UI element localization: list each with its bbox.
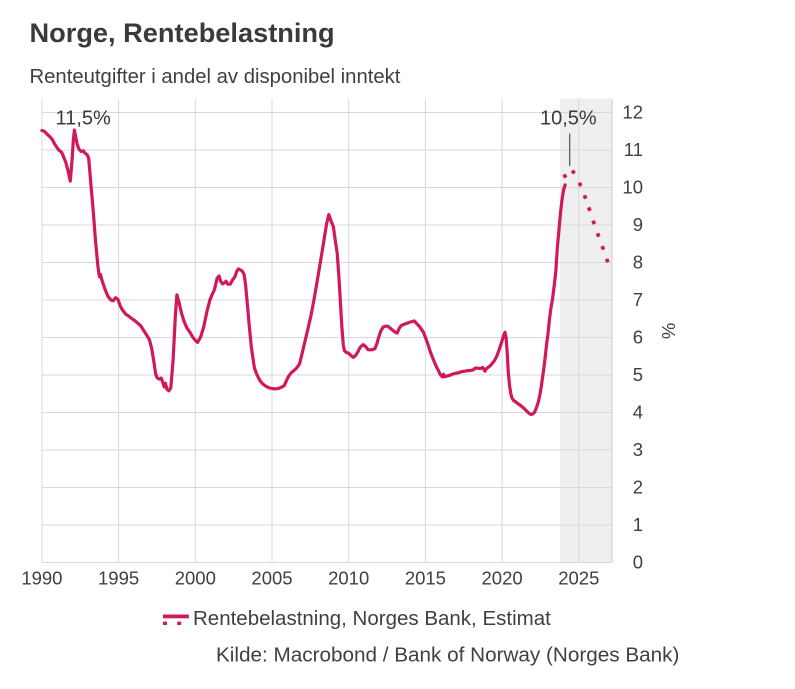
svg-text:5: 5 (633, 364, 643, 385)
svg-text:11: 11 (624, 139, 643, 160)
svg-text:10: 10 (622, 177, 643, 198)
svg-text:12: 12 (622, 102, 643, 123)
svg-text:2005: 2005 (251, 568, 292, 589)
svg-text:Norge, Rentebelastning: Norge, Rentebelastning (30, 17, 335, 48)
svg-text:2025: 2025 (558, 568, 599, 589)
svg-text:0: 0 (633, 552, 643, 573)
svg-text:11,5%: 11,5% (56, 108, 111, 130)
svg-text:9: 9 (633, 214, 643, 235)
svg-text:1: 1 (633, 514, 643, 535)
svg-text:6: 6 (633, 327, 643, 348)
svg-text:10,5%: 10,5% (540, 108, 597, 130)
svg-text:%: % (658, 323, 679, 339)
svg-text:3: 3 (633, 439, 643, 460)
svg-text:1995: 1995 (98, 568, 139, 589)
svg-text:8: 8 (633, 252, 643, 273)
svg-text:1990: 1990 (21, 568, 62, 589)
svg-text:2000: 2000 (175, 568, 216, 589)
svg-text:2015: 2015 (405, 568, 446, 589)
svg-text:4: 4 (633, 402, 643, 423)
svg-text:2: 2 (633, 477, 643, 498)
svg-text:7: 7 (633, 289, 643, 310)
svg-text:Rentebelastning, Norges Bank,: Rentebelastning, Norges Bank, Estimat (193, 607, 551, 630)
svg-text:Kilde: Macrobond / Bank of Nor: Kilde: Macrobond / Bank of Norway (Norge… (216, 644, 679, 667)
svg-text:Renteutgifter i andel av dispo: Renteutgifter i andel av disponibel innt… (30, 66, 401, 88)
svg-text:2020: 2020 (482, 568, 523, 589)
svg-text:2010: 2010 (328, 568, 369, 589)
